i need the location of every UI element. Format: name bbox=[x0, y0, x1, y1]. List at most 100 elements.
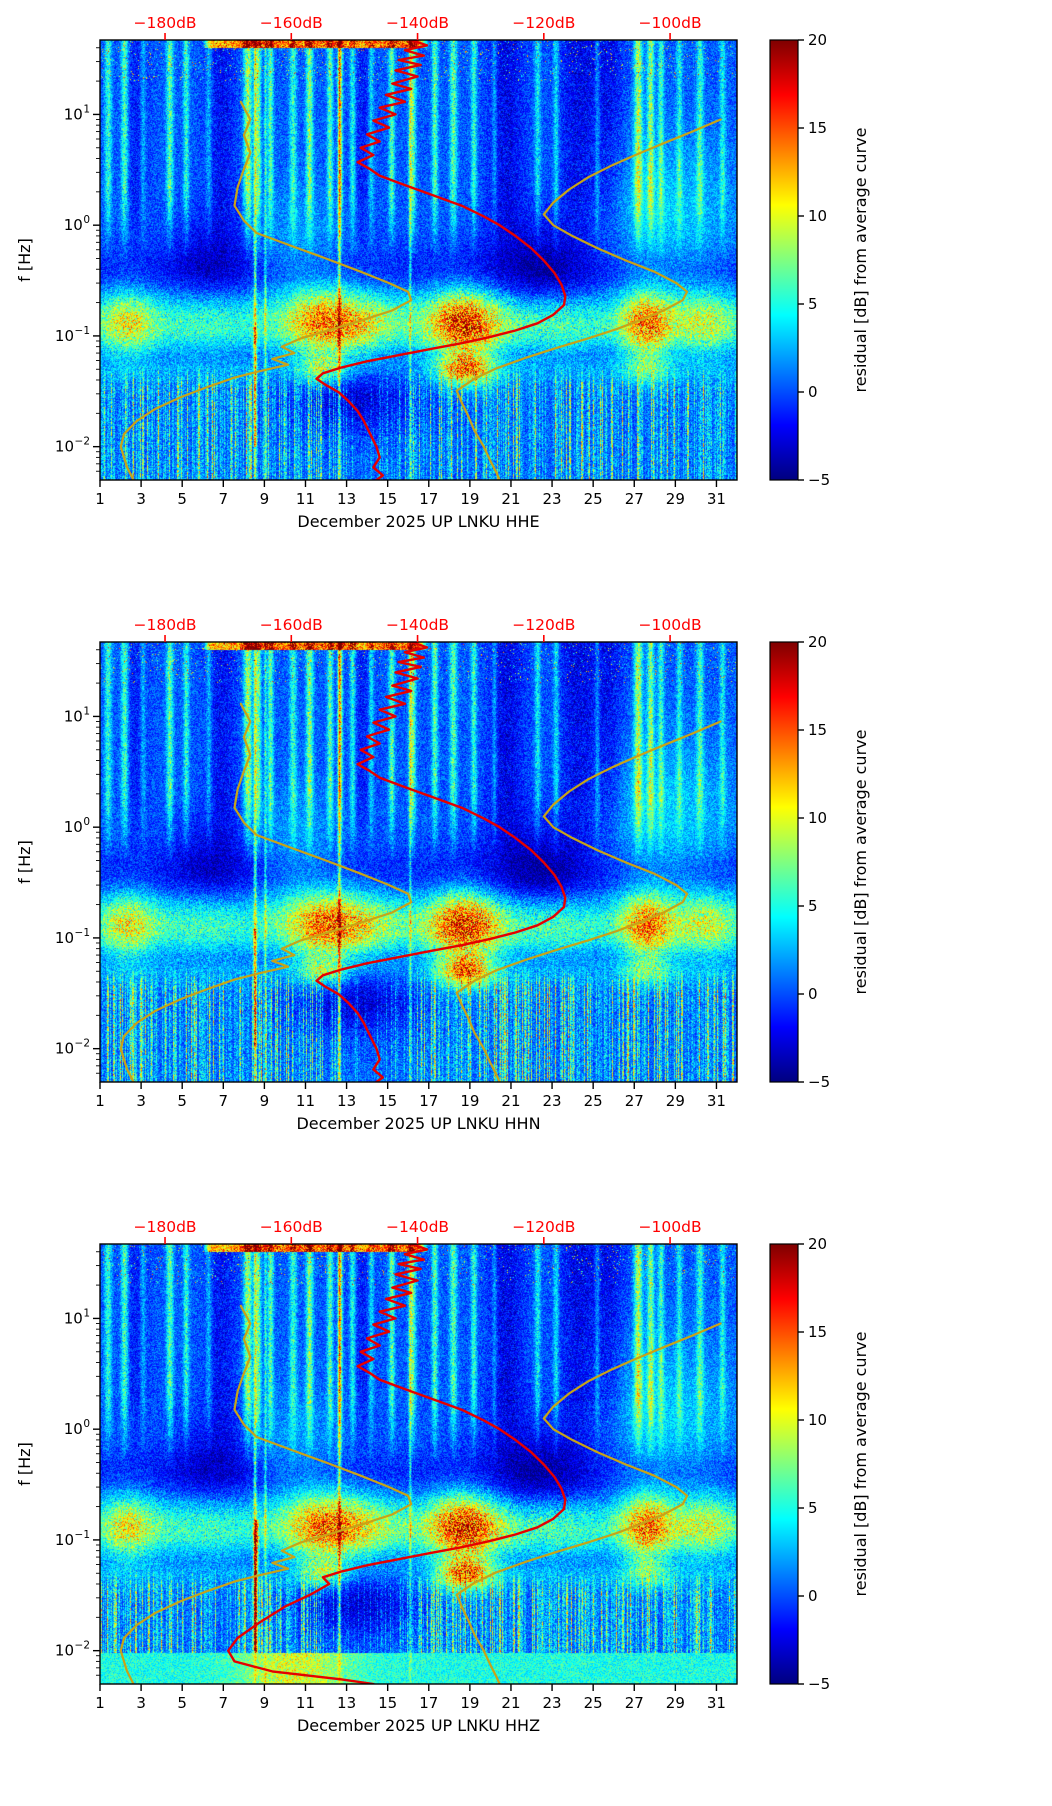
top-axis-label: −140dB bbox=[386, 14, 449, 32]
x-tick-label: 1 bbox=[95, 490, 105, 508]
top-axis-label: −100dB bbox=[639, 616, 702, 634]
x-tick-label: 25 bbox=[584, 1694, 603, 1712]
spectrogram-hhe bbox=[100, 40, 737, 480]
overlay-curves bbox=[119, 40, 722, 480]
x-tick-label: 29 bbox=[666, 1092, 685, 1110]
colorbar-tick-label: 20 bbox=[808, 31, 827, 49]
top-axis-label: −120dB bbox=[512, 1218, 575, 1236]
x-tick-label: 13 bbox=[337, 1694, 356, 1712]
colorbar-tick-label: 5 bbox=[808, 897, 818, 915]
x-tick-label: 7 bbox=[219, 1694, 229, 1712]
y-tick-label: 10−2 bbox=[55, 1640, 90, 1660]
low-noise-model-curve bbox=[119, 100, 413, 480]
spectrogram-hhz bbox=[100, 1244, 737, 1684]
x-tick-label: 17 bbox=[419, 1092, 438, 1110]
top-axis-label: −120dB bbox=[512, 616, 575, 634]
x-tick-label: 29 bbox=[666, 490, 685, 508]
x-tick-label: 23 bbox=[543, 1092, 562, 1110]
x-tick-label: 27 bbox=[625, 1092, 644, 1110]
x-tick-label: 31 bbox=[707, 1092, 726, 1110]
colorbar-tick-label: 15 bbox=[808, 1323, 827, 1341]
x-tick-label: 17 bbox=[419, 490, 438, 508]
high-noise-model-curve bbox=[455, 720, 722, 1082]
panel-hhe: 101 100 10−1 10−2 1 3 5 7 9 11 13 15 17 19 21 23 25 27 29 3… bbox=[0, 0, 1052, 602]
top-axis-label: −160dB bbox=[260, 1218, 323, 1236]
x-tick-label: 13 bbox=[337, 1092, 356, 1110]
x-tick-label: 27 bbox=[625, 1694, 644, 1712]
colorbar-tick-label: 0 bbox=[808, 383, 818, 401]
top-axis-label: −120dB bbox=[512, 14, 575, 32]
x-tick-label: 9 bbox=[260, 1092, 270, 1110]
low-noise-model-curve bbox=[119, 1304, 413, 1684]
x-axis-title: December 2025 UP LNKU HHE bbox=[297, 512, 539, 531]
spectrogram-hhn bbox=[100, 642, 737, 1082]
y-tick-label: 101 bbox=[64, 705, 90, 725]
plot-frame bbox=[99, 39, 738, 481]
x-axis-title: December 2025 UP LNKU HHN bbox=[296, 1114, 540, 1133]
y-tick-label: 101 bbox=[64, 1307, 90, 1327]
colorbar bbox=[769, 641, 799, 1083]
colorbar-tick-label: −5 bbox=[808, 1073, 830, 1091]
x-tick-label: 21 bbox=[501, 1694, 520, 1712]
colorbar-title: residual [dB] from average curve bbox=[851, 1332, 870, 1597]
x-tick-label: 23 bbox=[543, 490, 562, 508]
y-tick-label: 100 bbox=[64, 816, 90, 836]
y-tick-label: 10−1 bbox=[55, 325, 90, 345]
top-axis-label: −180dB bbox=[134, 616, 197, 634]
y-tick-label: 100 bbox=[64, 1418, 90, 1438]
top-axis-label: −100dB bbox=[639, 14, 702, 32]
y-axis-title: f [Hz] bbox=[15, 840, 34, 884]
x-tick-label: 27 bbox=[625, 490, 644, 508]
x-tick-label: 31 bbox=[707, 490, 726, 508]
top-axis-label: −160dB bbox=[260, 616, 323, 634]
x-tick-label: 17 bbox=[419, 1694, 438, 1712]
colorbar-title: residual [dB] from average curve bbox=[851, 730, 870, 995]
average-psd-curve bbox=[315, 40, 567, 480]
x-axis-title: December 2025 UP LNKU HHZ bbox=[297, 1716, 540, 1735]
colorbar-tick-label: 5 bbox=[808, 295, 818, 313]
panel-hhn: 101 100 10−1 10−2 1 3 5 7 9 11 13 15 17 19 21 23 25 27 29 3… bbox=[0, 602, 1052, 1204]
colorbar-tick-label: 20 bbox=[808, 633, 827, 651]
top-axis-label: −140dB bbox=[386, 1218, 449, 1236]
x-tick-label: 11 bbox=[296, 490, 315, 508]
x-tick-label: 19 bbox=[460, 1694, 479, 1712]
colorbar-tick-label: 0 bbox=[808, 1587, 818, 1605]
average-psd-curve bbox=[315, 642, 567, 1082]
x-tick-label: 9 bbox=[260, 1694, 270, 1712]
x-tick-label: 25 bbox=[584, 490, 603, 508]
high-noise-model-curve bbox=[455, 118, 722, 480]
x-tick-label: 3 bbox=[136, 1092, 146, 1110]
x-tick-label: 15 bbox=[378, 1092, 397, 1110]
x-tick-label: 11 bbox=[296, 1694, 315, 1712]
y-tick-label: 10−1 bbox=[55, 1529, 90, 1549]
colorbar bbox=[769, 39, 799, 481]
top-axis-label: −180dB bbox=[134, 14, 197, 32]
y-tick-label: 100 bbox=[64, 214, 90, 234]
y-tick-label: 10−1 bbox=[55, 927, 90, 947]
x-tick-label: 7 bbox=[219, 490, 229, 508]
colorbar-tick-label: 10 bbox=[808, 809, 827, 827]
x-tick-label: 3 bbox=[136, 1694, 146, 1712]
x-tick-label: 9 bbox=[260, 490, 270, 508]
x-tick-label: 29 bbox=[666, 1694, 685, 1712]
top-axis-label: −100dB bbox=[639, 1218, 702, 1236]
low-noise-model-curve bbox=[119, 702, 413, 1082]
y-tick-label: 10−2 bbox=[55, 1038, 90, 1058]
colorbar-tick-label: 0 bbox=[808, 985, 818, 1003]
colorbar-tick-label: 20 bbox=[808, 1235, 827, 1253]
overlay-curves bbox=[119, 642, 722, 1082]
x-tick-label: 19 bbox=[460, 1092, 479, 1110]
y-tick-label: 101 bbox=[64, 103, 90, 123]
x-tick-label: 5 bbox=[177, 490, 187, 508]
x-tick-label: 7 bbox=[219, 1092, 229, 1110]
y-tick-label: 10−2 bbox=[55, 436, 90, 456]
x-tick-label: 5 bbox=[177, 1092, 187, 1110]
x-tick-label: 21 bbox=[501, 490, 520, 508]
x-tick-label: 25 bbox=[584, 1092, 603, 1110]
x-tick-label: 1 bbox=[95, 1694, 105, 1712]
colorbar-title: residual [dB] from average curve bbox=[851, 128, 870, 393]
